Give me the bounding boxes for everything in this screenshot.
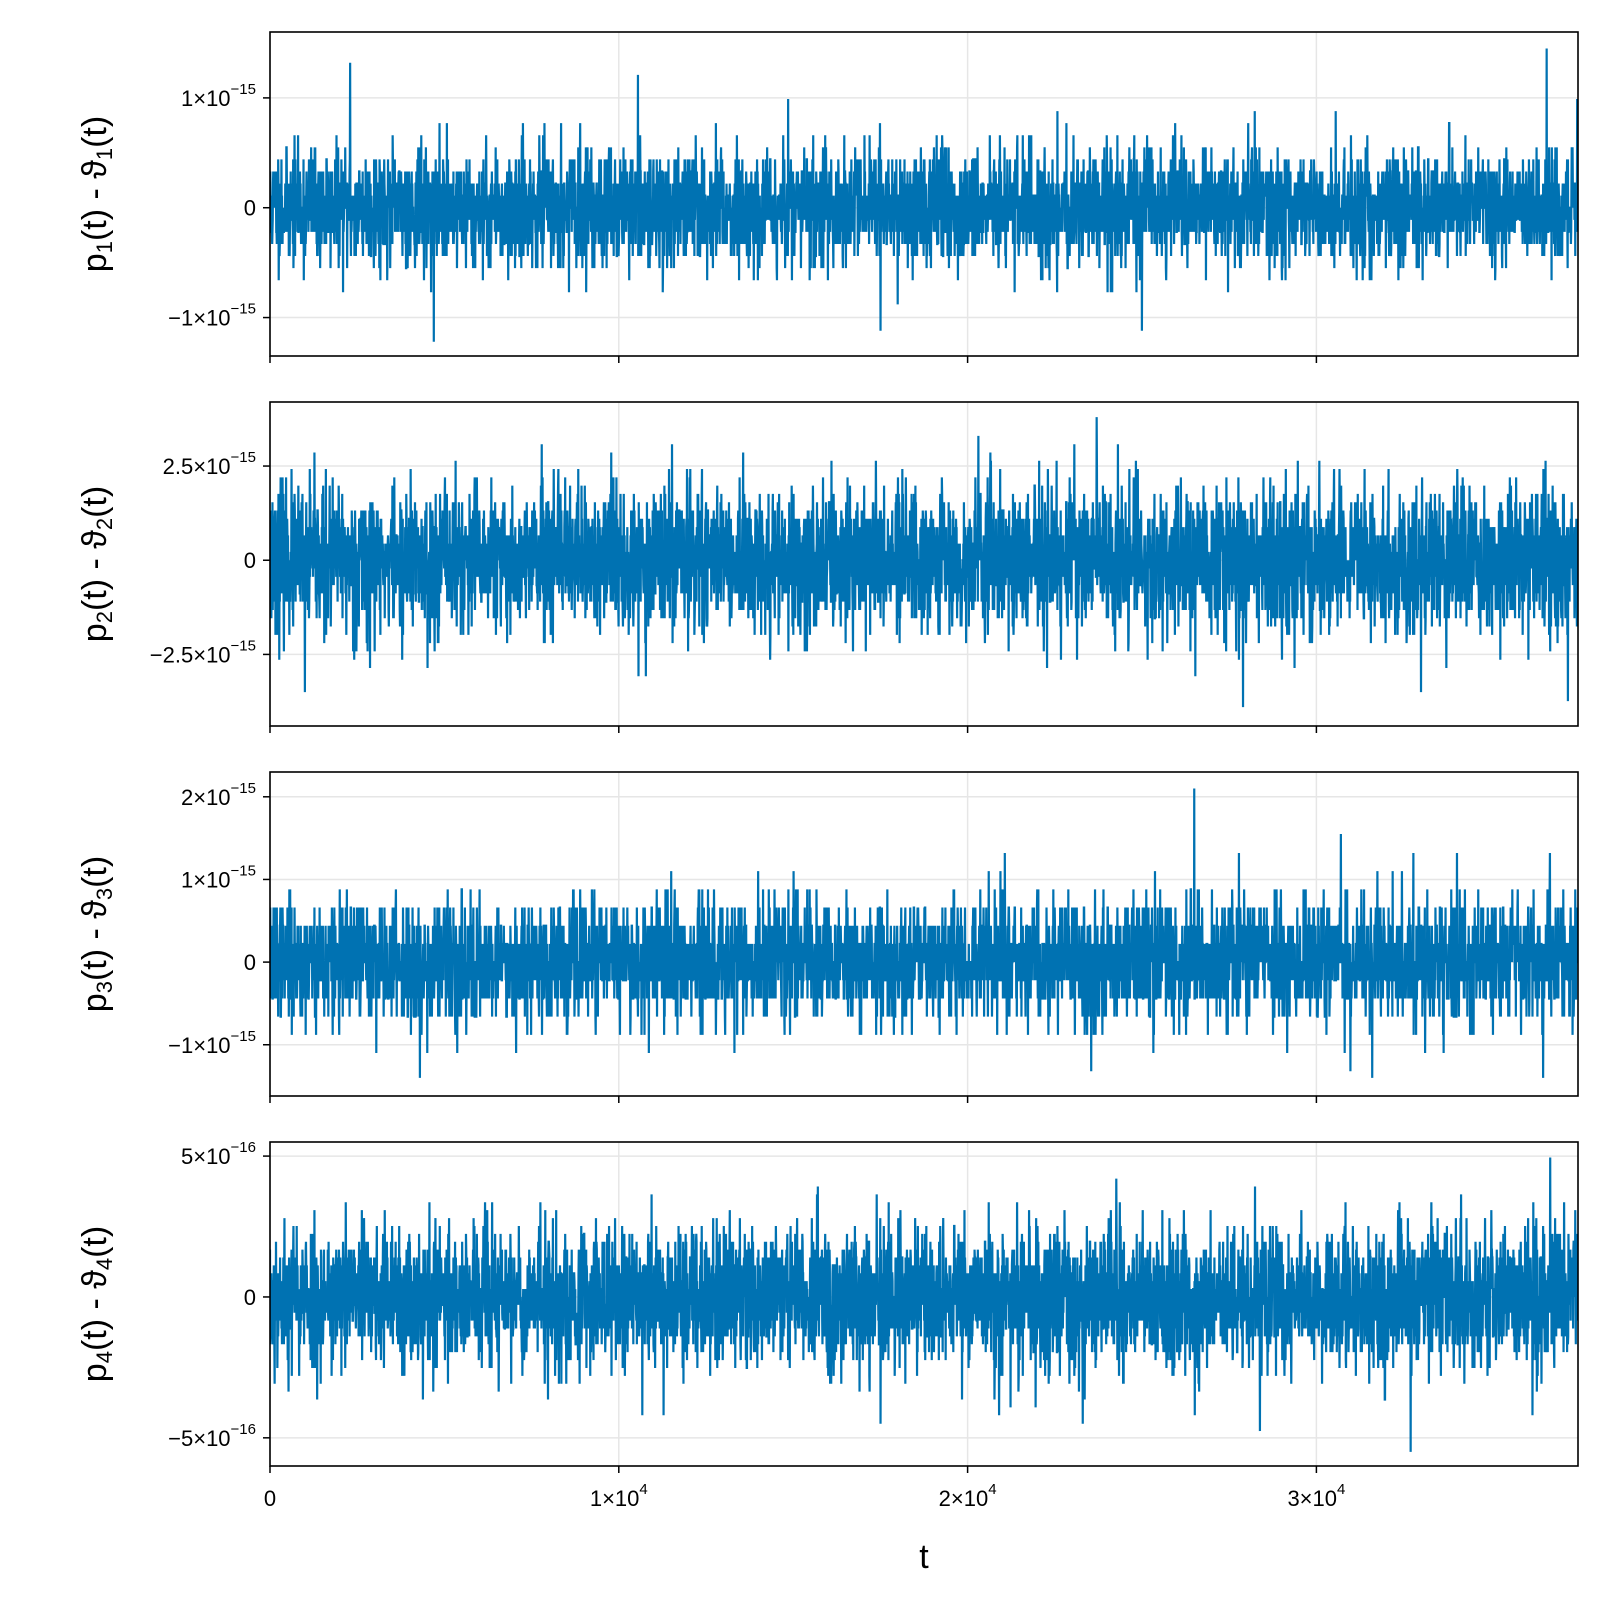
panel-4: 5×10−16 0 −5×10−16 0 1×104 2×104 3×104 p4(t) - … <box>76 1139 1579 1511</box>
y-tick-label: −2.5×10−15 <box>150 637 256 667</box>
panel-1: 1×10−15 0 −1×10−15 p1(t) - ϑ1(t) <box>76 31 1579 363</box>
series-line <box>270 417 1578 708</box>
y-tick-label: 0 <box>244 548 256 573</box>
panel-3: 2×10−15 1×10−15 0 −1×10−15 p3(t) - ϑ3(t) <box>76 771 1579 1103</box>
x-tick-label: 0 <box>264 1486 276 1511</box>
x-tick-label: 3×104 <box>1287 1481 1345 1511</box>
y-tick-label: 5×10−16 <box>181 1139 256 1169</box>
y-axis-label: p3(t) - ϑ3(t) <box>76 856 117 1012</box>
x-axis-label: t <box>919 1538 929 1576</box>
y-tick-label: −5×10−16 <box>168 1421 256 1451</box>
y-tick-label: −1×10−15 <box>168 1028 256 1058</box>
y-tick-label: 0 <box>244 196 256 221</box>
y-tick-label: 1×10−15 <box>181 862 256 892</box>
plot-frame <box>269 31 1579 357</box>
y-axis-label: p4(t) - ϑ4(t) <box>76 1226 117 1382</box>
plot-frame <box>269 401 1579 727</box>
y-tick-label: 0 <box>244 1285 256 1310</box>
series-line <box>270 48 1578 342</box>
series-line <box>270 788 1578 1078</box>
plot-frame <box>269 771 1579 1097</box>
y-tick-label: 2.5×10−15 <box>163 449 256 479</box>
x-tick-label: 1×104 <box>590 1481 648 1511</box>
plot-frame <box>269 1141 1579 1467</box>
y-axis-label: p2(t) - ϑ2(t) <box>76 486 117 642</box>
x-tick-label: 2×104 <box>939 1481 997 1511</box>
y-tick-label: −1×10−15 <box>168 301 256 331</box>
y-axis-label: p1(t) - ϑ1(t) <box>76 116 117 272</box>
y-tick-label: 0 <box>244 950 256 975</box>
panel-2: 2.5×10−15 0 −2.5×10−15 p2(t) - ϑ2(t) <box>76 401 1579 733</box>
y-tick-label: 1×10−15 <box>181 81 256 111</box>
series-line <box>270 1157 1578 1452</box>
y-tick-label: 2×10−15 <box>181 780 256 810</box>
